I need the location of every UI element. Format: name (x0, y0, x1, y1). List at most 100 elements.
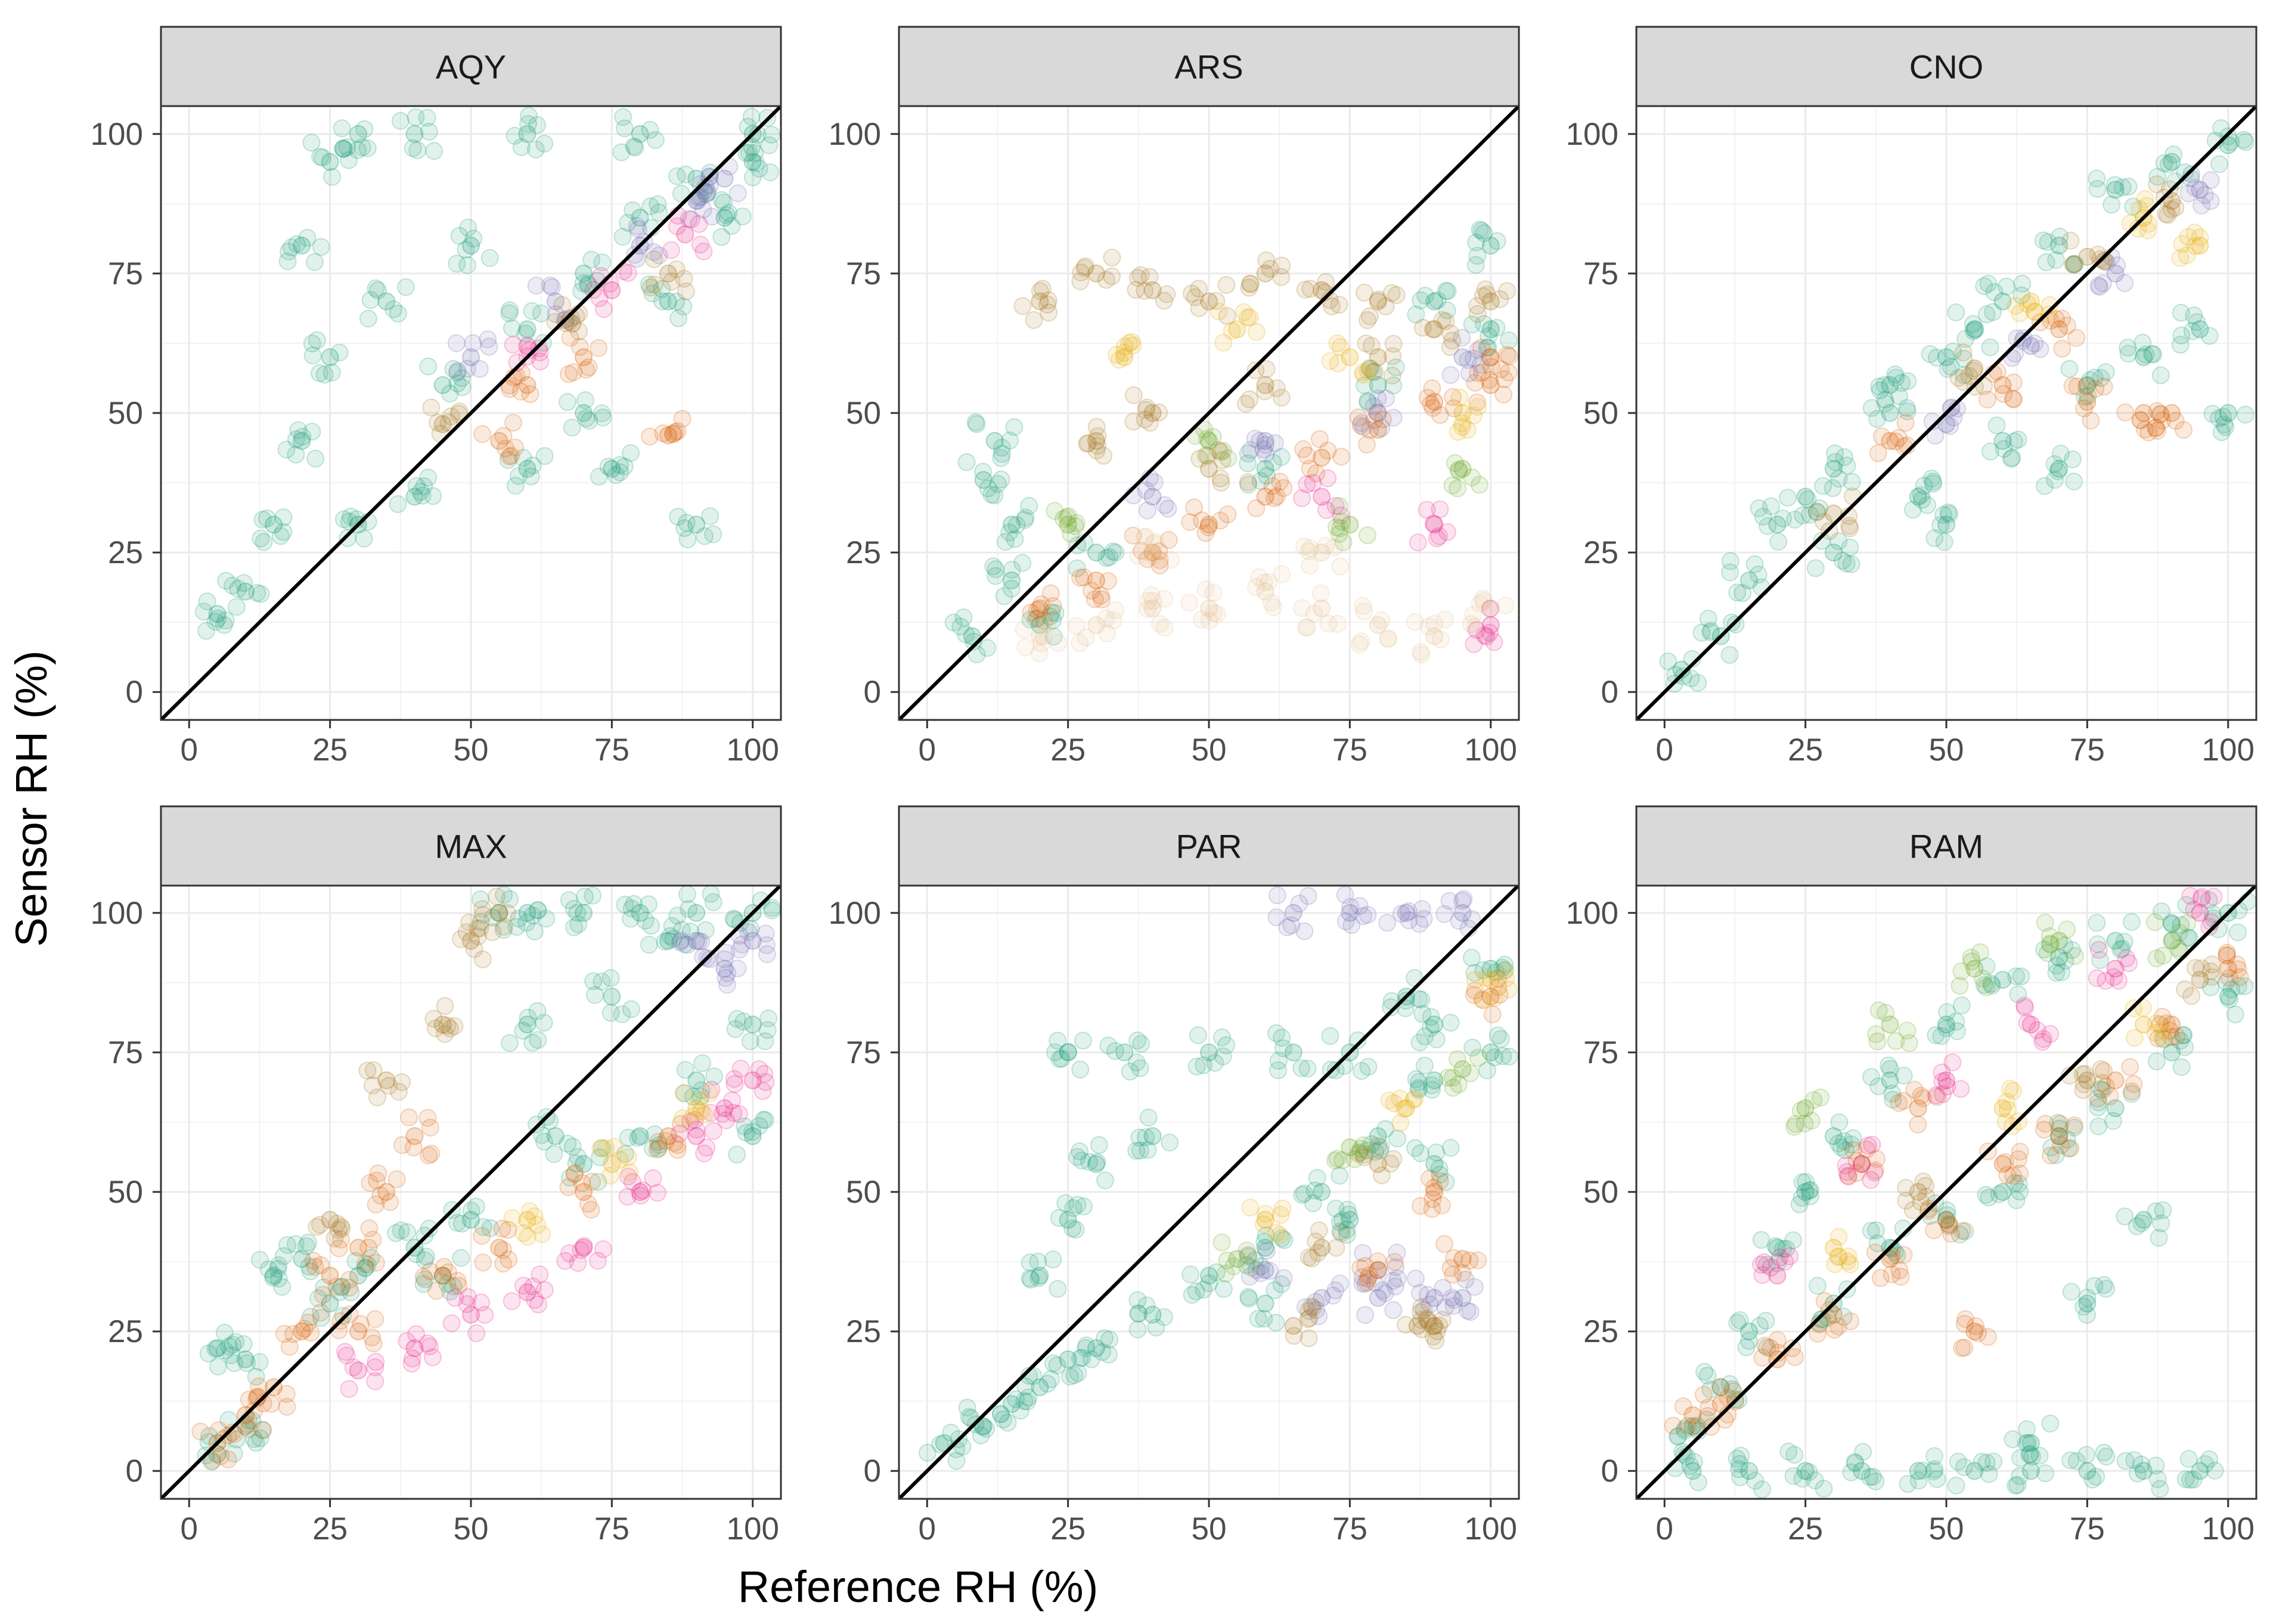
data-point-cloud (2149, 1029, 2167, 1048)
data-point-cloud (993, 439, 1011, 457)
data-point-cloud (1250, 568, 1269, 586)
data-point-cloud (664, 929, 683, 948)
data-point-cloud (1087, 418, 1106, 436)
data-point-cloud (1210, 441, 1228, 459)
data-point-cloud (672, 184, 690, 203)
data-point-cloud (2139, 221, 2157, 240)
data-point (603, 988, 621, 1006)
data-point-cloud (1275, 1269, 1293, 1287)
data-point-cloud (308, 331, 326, 349)
data-point-cloud (436, 1025, 454, 1044)
y-tick-label: 100 (1566, 117, 1618, 152)
data-point-cloud (419, 468, 438, 487)
data-point-cloud (1273, 256, 1291, 275)
data-point (2163, 931, 2181, 950)
data-point-cloud (560, 1244, 578, 1262)
data-point-cloud (2062, 1283, 2080, 1301)
data-point-cloud (1263, 477, 1282, 495)
data-point-cloud (2086, 380, 2105, 398)
data-point-cloud (1869, 444, 1887, 462)
data-point-cloud (1137, 398, 1156, 417)
data-point-cloud (739, 923, 758, 941)
data-point-cloud (1207, 1263, 1226, 1281)
data-point (1481, 1043, 1500, 1061)
data-point-cloud (521, 385, 539, 403)
data-point-cloud (1145, 473, 1164, 492)
data-point-cloud (1392, 905, 1410, 923)
data-point-cloud (1774, 1240, 1793, 1258)
data-point (1369, 616, 1387, 634)
data-point-cloud (1887, 368, 1905, 387)
data-point-cloud (579, 1194, 597, 1213)
data-point-cloud (234, 1335, 253, 1353)
data-point-cloud (2065, 256, 2083, 274)
data-point-cloud (523, 1033, 542, 1052)
data-point-cloud (756, 1111, 774, 1129)
data-point-cloud (209, 609, 227, 628)
data-point-cloud (1342, 916, 1361, 934)
data-point-cloud (1391, 1089, 1409, 1108)
data-point-cloud (1947, 1476, 1965, 1495)
data-point-cloud (528, 1002, 547, 1020)
data-point-cloud (2185, 223, 2204, 242)
identity-line (1636, 106, 2256, 720)
data-point-cloud (1150, 403, 1168, 421)
data-point-cloud (1412, 291, 1430, 309)
data-point-cloud (250, 1377, 268, 1396)
data-point-cloud (1990, 1185, 2008, 1203)
data-point (518, 1210, 537, 1229)
data-point-cloud (2001, 1079, 2019, 1098)
data-point-cloud (2201, 171, 2220, 190)
data-point-cloud (1106, 601, 1125, 619)
data-point-cloud (1912, 1193, 1930, 1211)
data-point-cloud (471, 919, 489, 937)
data-point-cloud (1433, 311, 1452, 330)
data-point-cloud (687, 1120, 706, 1139)
data-point-cloud (462, 1201, 480, 1220)
data-point-cloud (1129, 546, 1148, 565)
data-point-cloud (1863, 1467, 1882, 1486)
data-point-cloud (1424, 514, 1443, 533)
data-point-cloud (287, 445, 305, 464)
data-point (687, 192, 706, 210)
data-point-cloud (1242, 275, 1260, 293)
data-point (1740, 1462, 1759, 1480)
data-point-cloud (1097, 549, 1116, 567)
data-point-cloud (1455, 890, 1473, 908)
data-point-cloud (1477, 968, 1496, 987)
data-point-cloud (1305, 1181, 1324, 1200)
data-point-cloud (1940, 505, 1958, 523)
data-point-cloud (2136, 420, 2154, 439)
y-tick-label: 25 (1583, 1314, 1618, 1349)
data-point-cloud (1255, 1232, 1273, 1251)
data-point-cloud (514, 449, 532, 467)
data-point-cloud (269, 1269, 288, 1288)
data-point-cloud (1731, 1455, 1749, 1473)
data-point-cloud (494, 921, 513, 939)
data-point-cloud (1100, 1330, 1119, 1349)
data-point-cloud (657, 1132, 675, 1150)
data-point-cloud (653, 280, 671, 298)
data-point-cloud (1212, 473, 1230, 492)
data-point-cloud (1358, 1141, 1376, 1160)
data-point-cloud (570, 337, 589, 356)
data-point-cloud (2039, 305, 2058, 324)
data-point-cloud (499, 451, 517, 469)
data-point-cloud (1883, 1265, 1901, 1284)
data-point-cloud (514, 1224, 533, 1242)
data-point (1143, 599, 1162, 617)
data-point-cloud (313, 148, 331, 167)
data-point-cloud (1722, 613, 1741, 632)
data-point-cloud (1251, 431, 1269, 450)
data-point-cloud (1977, 957, 1996, 976)
x-tick-label: 25 (1050, 732, 1086, 768)
data-point-cloud (1006, 530, 1024, 548)
data-point (1481, 320, 1500, 339)
data-point-cloud (1091, 586, 1110, 605)
data-point-cloud (666, 423, 684, 442)
data-point-cloud (1115, 343, 1133, 362)
data-point-cloud (511, 383, 530, 401)
data-point-cloud (298, 228, 317, 247)
data-point-cloud (1411, 1197, 1429, 1215)
data-point-cloud (364, 1231, 382, 1249)
